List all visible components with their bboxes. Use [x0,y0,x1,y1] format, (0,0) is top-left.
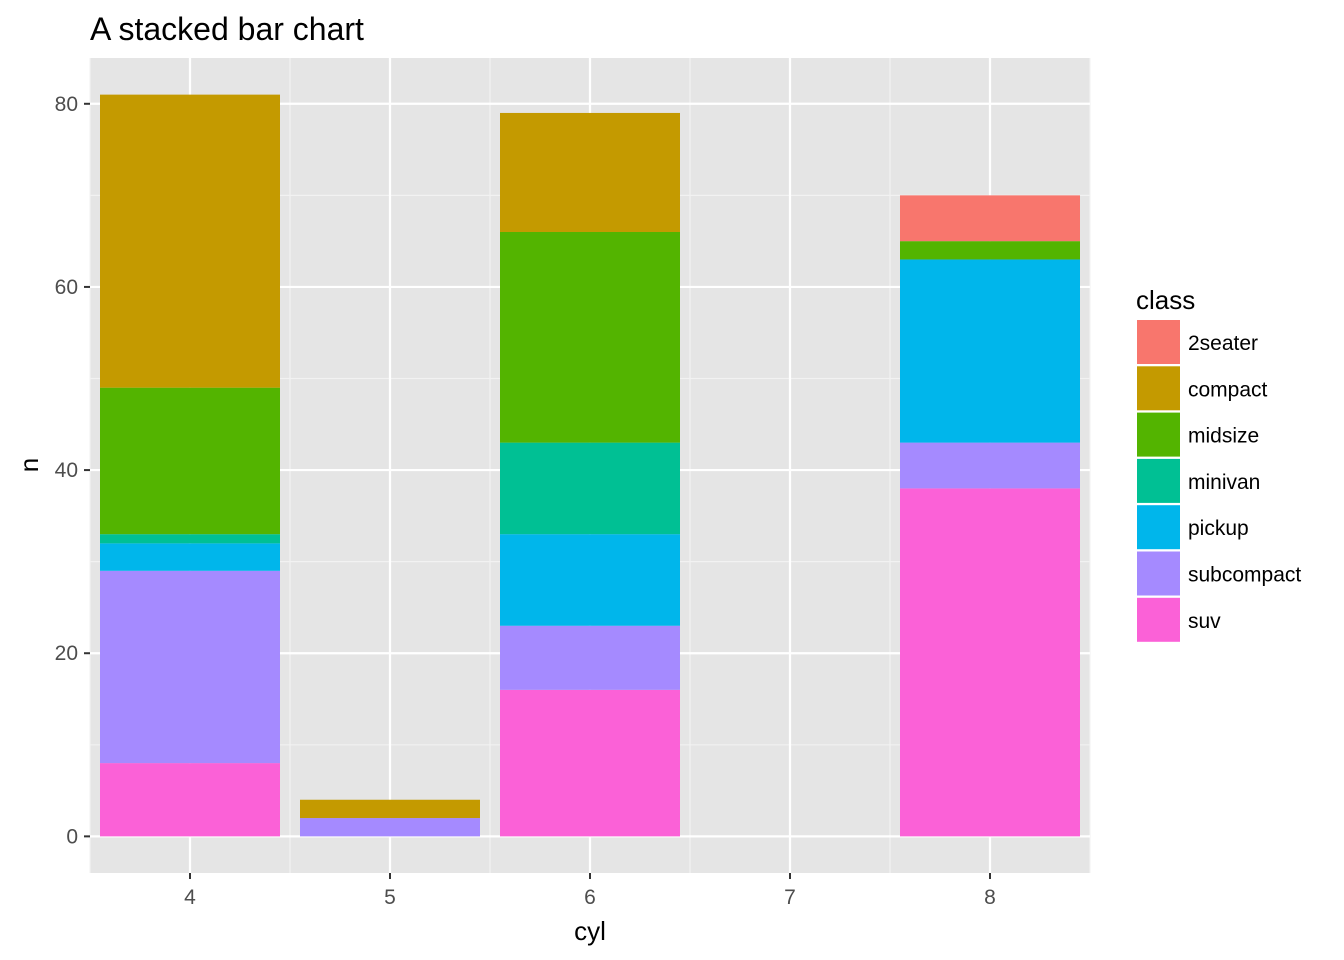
x-tick-label: 7 [784,886,796,909]
y-tick-label: 60 [55,276,78,299]
bar-segment-midsize-cyl-4 [100,387,280,535]
y-axis: 0 20 40 60 80 [55,93,90,848]
bar-segment-2seater-cyl-8 [900,195,1080,242]
legend-swatch-compact [1137,366,1180,411]
legend-label-pickup: pickup [1188,517,1249,540]
legend-swatch-midsize [1137,412,1180,457]
bar-segment-minivan-cyl-4 [100,534,280,544]
legend: class 2seater compact midsize minivan pickup… [1136,285,1301,642]
legend-items: 2seater compact midsize minivan pickup subcom… [1137,320,1301,642]
bar-segment-subcompact-cyl-6 [500,625,680,690]
bar-segment-subcompact-cyl-5 [300,818,480,837]
y-axis-title: n [14,458,44,472]
bar-segment-pickup-cyl-8 [900,259,1080,443]
y-tick-label: 40 [55,459,78,482]
legend-label-subcompact: subcompact [1188,564,1301,587]
legend-swatch-2seater [1137,320,1180,364]
bar-segment-midsize-cyl-6 [500,231,680,443]
bar-segment-compact-cyl-5 [300,799,480,819]
chart-title: A stacked bar chart [90,11,364,47]
y-tick-label: 0 [66,825,78,848]
bar-segment-pickup-cyl-4 [100,543,280,571]
x-axis-title: cyl [574,916,606,946]
y-tick-label: 80 [55,93,78,116]
bar-segment-compact-cyl-4 [100,94,280,388]
legend-swatch-subcompact [1137,551,1180,596]
x-axis: 4 5 6 7 8 [184,873,996,909]
x-tick-label: 8 [984,886,996,909]
bar-segment-pickup-cyl-6 [500,534,680,626]
legend-label-2seater: 2seater [1188,332,1258,355]
legend-label-suv: suv [1188,610,1221,633]
bar-segment-minivan-cyl-6 [500,442,680,535]
legend-title: class [1136,285,1195,315]
bars [100,94,1080,837]
bar-segment-midsize-cyl-8 [900,241,1080,260]
x-tick-label: 5 [384,886,396,909]
legend-swatch-minivan [1137,458,1180,503]
legend-swatch-suv [1137,597,1180,642]
bar-segment-compact-cyl-6 [500,112,680,232]
bar-segment-suv-cyl-4 [100,763,280,837]
x-tick-label: 4 [184,886,196,909]
legend-label-midsize: midsize [1188,425,1259,448]
y-tick-label: 20 [55,642,78,665]
bar-segment-subcompact-cyl-4 [100,570,280,764]
bar-segment-suv-cyl-8 [900,488,1080,837]
bar-segment-suv-cyl-6 [500,689,680,837]
legend-label-minivan: minivan [1188,471,1260,494]
bar-segment-subcompact-cyl-8 [900,442,1080,489]
legend-label-compact: compact [1188,378,1268,401]
x-tick-label: 6 [584,886,596,909]
legend-swatch-pickup [1137,505,1180,550]
